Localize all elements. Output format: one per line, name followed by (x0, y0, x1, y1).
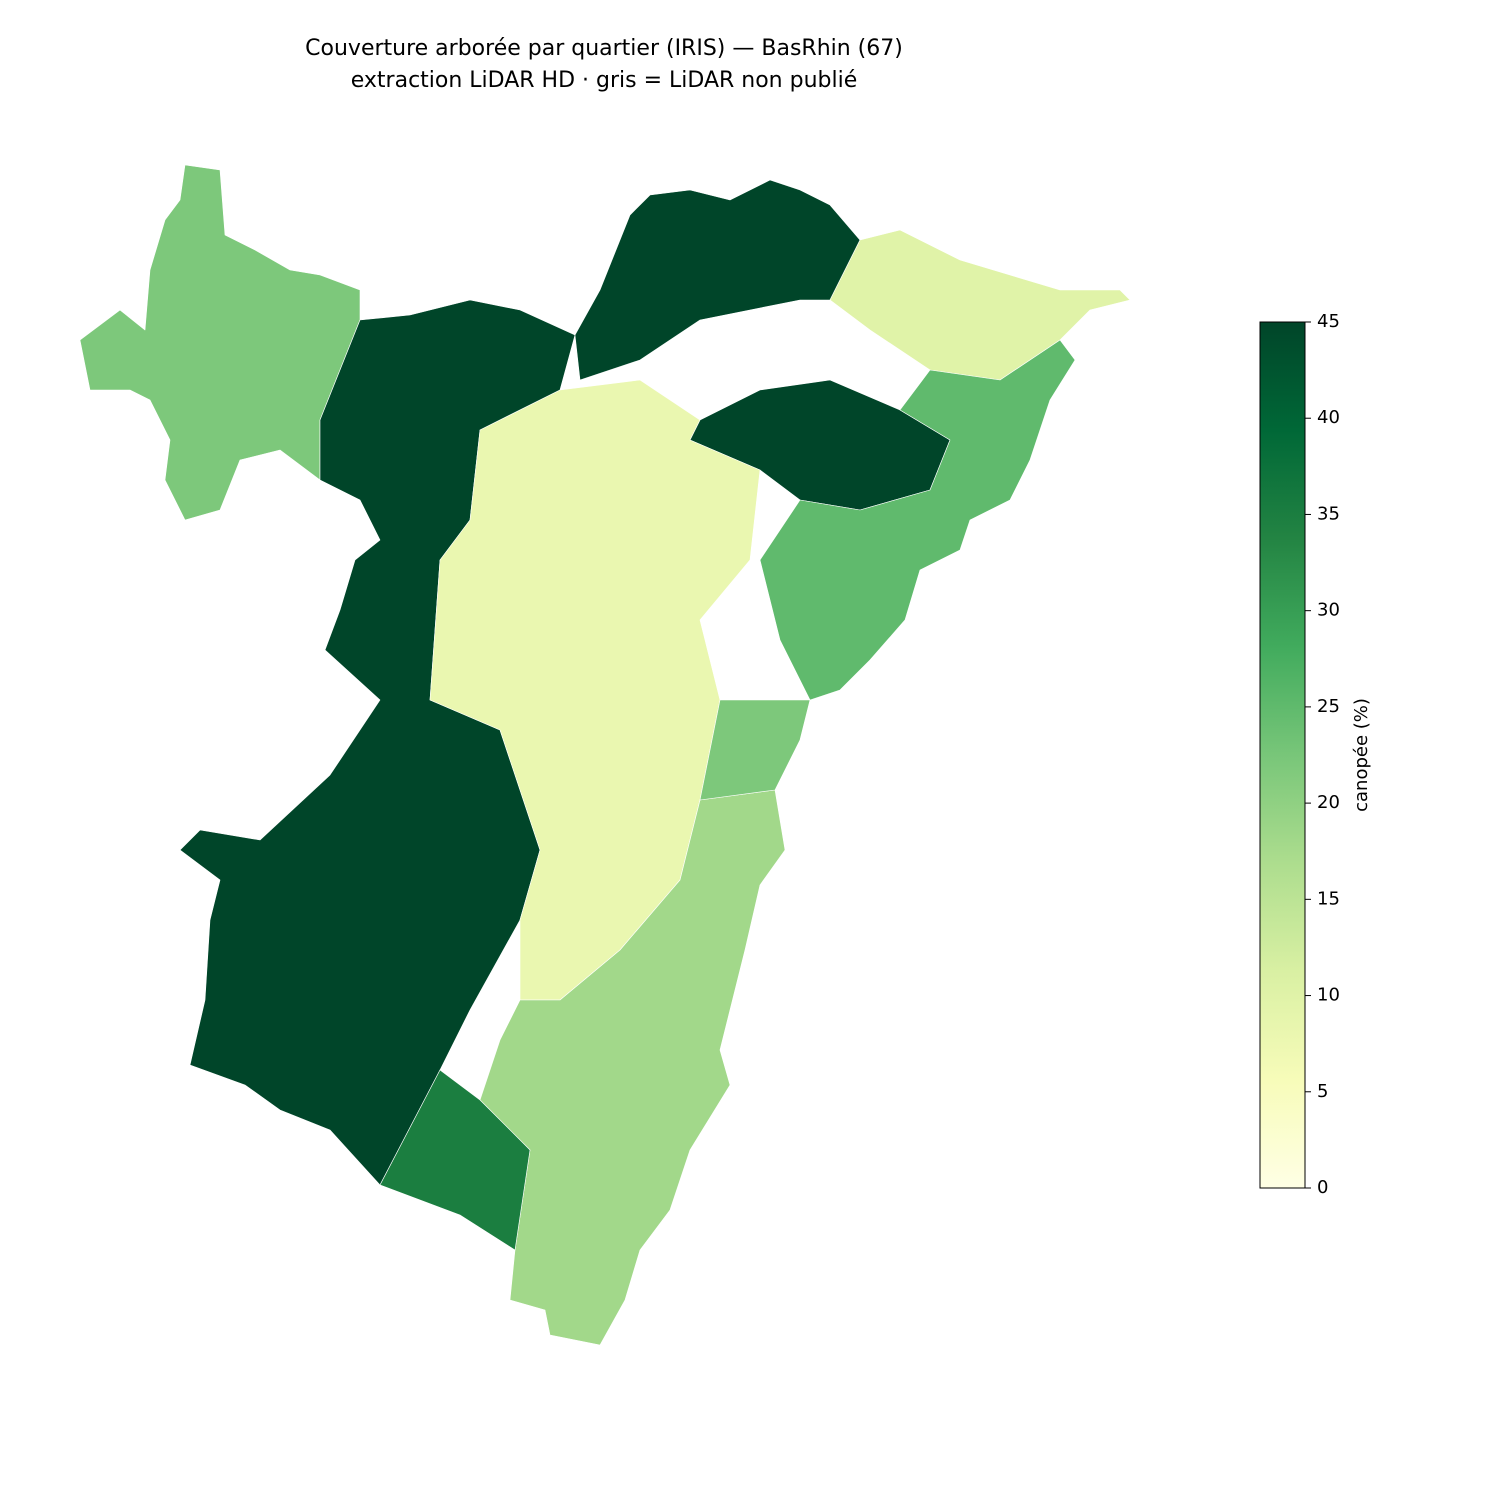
colorbar-tick-label: 25 (1317, 696, 1340, 717)
colorbar-tick-label: 10 (1317, 985, 1340, 1006)
region (574, 179, 861, 381)
colorbar-tick-label: 30 (1317, 600, 1340, 621)
colorbar-tick-label: 40 (1317, 407, 1340, 428)
region (179, 299, 576, 1186)
colorbar-label: canopée (%) (1351, 698, 1372, 812)
region (699, 699, 811, 801)
region (379, 1069, 531, 1251)
colorbar-tick-label: 5 (1317, 1081, 1328, 1102)
colorbar-tick-label: 0 (1317, 1177, 1328, 1198)
map (79, 164, 1131, 1346)
colorbar-tick-label: 15 (1317, 888, 1340, 909)
colorbar: 0 5 10 15 20 25 30 35 40 45 canopée (%) (1259, 311, 1372, 1198)
region (759, 339, 1076, 701)
colorbar-tick-label: 35 (1317, 503, 1340, 524)
colorbar-tick-label: 45 (1317, 311, 1340, 332)
colorbar-tick-label: 20 (1317, 792, 1340, 813)
region (829, 229, 1131, 381)
region (79, 164, 361, 521)
map-title: Couverture arborée par quartier (IRIS) —… (305, 36, 903, 61)
map-subtitle: extraction LiDAR HD · gris = LiDAR non p… (351, 68, 858, 93)
colorbar-fill (1259, 321, 1306, 1189)
